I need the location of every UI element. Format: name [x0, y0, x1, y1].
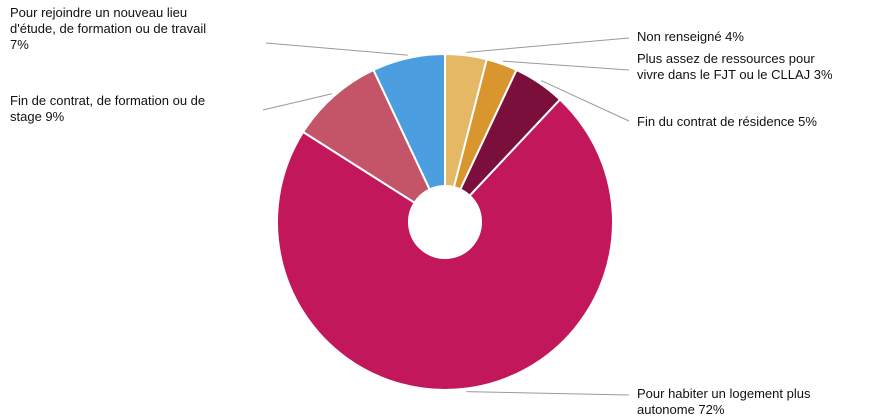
slice-label-1: Plus assez de ressources pour vivre dans … — [637, 51, 833, 82]
slice-label-line: 7% — [10, 37, 29, 52]
slice-label-line: vivre dans le FJT ou le CLLAJ 3% — [637, 67, 833, 82]
slice-label-line: autonome 72% — [637, 402, 725, 417]
slice-label-5: Pour rejoindre un nouveau lieu d'étude, d… — [10, 5, 206, 52]
pie-slice-3 — [276, 98, 614, 391]
leader-lines-group — [262, 37, 630, 396]
leader-line-4 — [262, 93, 333, 111]
leader-line-1 — [502, 60, 630, 71]
slice-label-3: Pour habiter un logement plus autonome 72… — [637, 386, 811, 417]
slice-label-line: Pour habiter un logement plus — [637, 386, 811, 401]
slice-label-line: Pour rejoindre un nouveau lieu — [10, 5, 187, 20]
labels-group: Non renseigné 4% Plus assez de ressources… — [10, 5, 833, 417]
slice-label-line: Fin de contrat, de formation ou de — [10, 93, 205, 108]
slice-label-line: d'étude, de formation ou de travail — [10, 21, 206, 36]
slice-label-0: Non renseigné 4% — [637, 29, 744, 44]
leader-line-3 — [466, 391, 630, 396]
slice-label-2: Fin du contrat de résidence 5% — [637, 114, 817, 129]
slice-label-line: Plus assez de ressources pour — [637, 51, 815, 66]
pie-slice-5 — [372, 52, 446, 191]
leader-line-2 — [540, 80, 630, 122]
slice-label-line: stage 9% — [10, 109, 65, 124]
leader-line-0 — [466, 37, 630, 53]
slice-label-line: Non renseigné 4% — [637, 29, 744, 44]
slices-group — [276, 52, 614, 391]
slice-label-line: Fin du contrat de résidence 5% — [637, 114, 817, 129]
leader-line-5 — [265, 42, 408, 56]
slice-label-4: Fin de contrat, de formation ou de stage … — [10, 93, 205, 124]
